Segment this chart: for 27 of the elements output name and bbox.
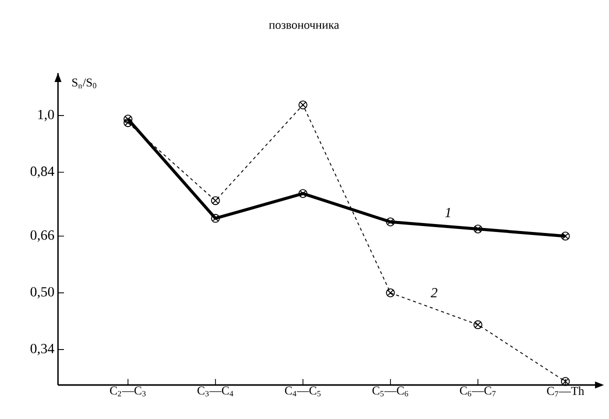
chart-title: позвоночника	[269, 23, 340, 29]
point	[473, 320, 482, 330]
y-tick-label: 0,34	[30, 344, 54, 356]
series-label: 2	[430, 288, 438, 298]
point	[560, 377, 570, 386]
y-tick-label: 0,84	[30, 166, 54, 178]
x-tick-label: C$_{7}$—Th	[547, 386, 584, 397]
x-tick-label: C$_{5}$—C$_{6}$	[372, 386, 408, 396]
point	[560, 232, 570, 241]
x-tick-label: C$_{3}$—C$_{4}$	[198, 386, 234, 396]
y-axis-title: S$_{n}$/S$_{0}$	[72, 78, 96, 88]
point	[211, 196, 220, 206]
point	[386, 217, 395, 226]
point	[473, 224, 482, 234]
point	[298, 100, 308, 110]
series-label: 1	[445, 208, 450, 218]
x-tick-label: C$_{4}$—C$_{5}$	[285, 386, 321, 396]
point	[124, 114, 132, 124]
x-tick-label: C$_{6}$—C$_{7}$	[460, 386, 496, 396]
point	[386, 288, 395, 298]
point	[124, 118, 132, 128]
point	[298, 189, 308, 198]
y-tick-label: 0,66	[30, 230, 54, 242]
y-tick-label: 0,50	[30, 287, 54, 299]
x-tick-label: C$_{2}$—C$_{3}$	[110, 386, 146, 396]
point	[211, 214, 220, 223]
y-tick-label: 1,0	[38, 110, 54, 122]
